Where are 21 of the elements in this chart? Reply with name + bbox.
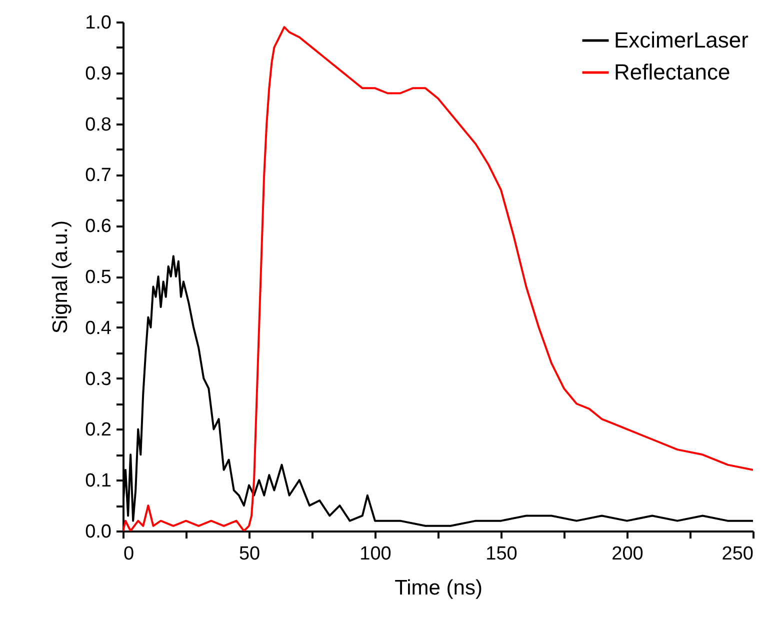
legend-label: ExcimerLaser (614, 28, 748, 52)
y-tick-label: 0.6 (85, 216, 112, 238)
x-tick-label: 250 (722, 544, 754, 564)
y-tick-label: 0.9 (85, 63, 112, 84)
y-tick-label: 0.3 (85, 368, 112, 390)
x-tick-label: 50 (238, 544, 260, 564)
y-axis-title: Signal (a.u.) (49, 220, 72, 334)
x-tick-label: 100 (360, 544, 392, 564)
y-tick-label: 0.4 (85, 318, 112, 339)
y-tick-label: 1.0 (85, 12, 112, 34)
y-tick-label: 0.2 (85, 420, 112, 441)
y-tick-label: 0.7 (85, 165, 112, 186)
x-axis-title: Time (ns) (394, 576, 482, 600)
x-tick-label: 150 (486, 544, 518, 564)
y-tick-label: 0.8 (85, 114, 112, 136)
y-tick-label: 0.1 (85, 470, 112, 492)
x-tick-label: 0 (124, 544, 134, 564)
x-tick-label: 200 (612, 544, 644, 564)
y-tick-label: 0.0 (85, 522, 112, 542)
legend-label: Reflectance (614, 60, 730, 84)
y-tick-label: 0.5 (85, 267, 112, 288)
